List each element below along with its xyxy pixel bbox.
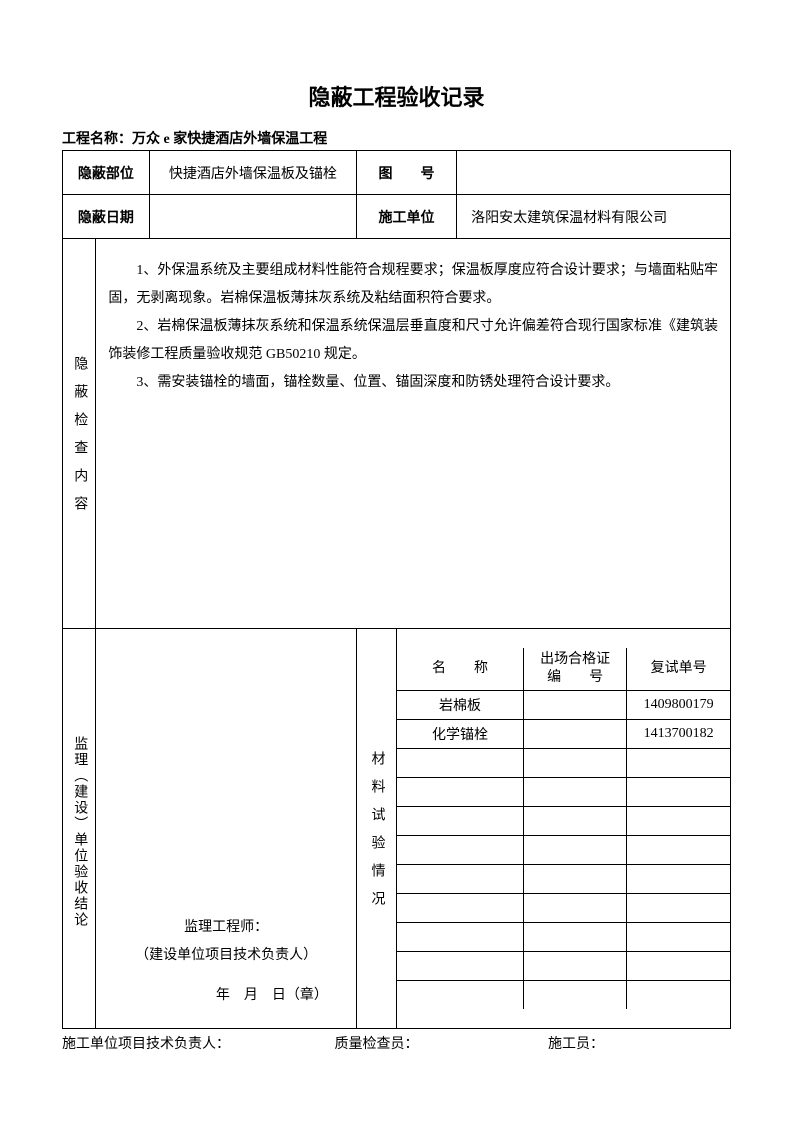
supervisor-line2: （建设单位项目技术负责人）	[96, 942, 356, 970]
material-cell	[627, 922, 730, 951]
row-hidden-part: 隐蔽部位 快捷酒店外墙保温板及锚栓 图 号	[63, 151, 731, 195]
material-vertical-header: 材料试验情况	[356, 629, 396, 1029]
material-cell	[524, 690, 627, 719]
material-cell	[627, 777, 730, 806]
footer-line: 施工单位项目技术负责人： 质量检查员： 施工员：	[62, 1033, 731, 1053]
material-cell	[524, 951, 627, 980]
project-name: 万众 e 家快捷酒店外墙保温工程	[132, 132, 327, 147]
material-cell: 化学锚栓	[397, 719, 524, 748]
value-hidden-date	[149, 195, 356, 239]
material-cell	[627, 951, 730, 980]
material-cell	[397, 922, 524, 951]
project-name-line: 工程名称：万众 e 家快捷酒店外墙保温工程	[62, 128, 731, 148]
material-cell	[397, 893, 524, 922]
material-cell	[397, 835, 524, 864]
footer-left: 施工单位项目技术负责人：	[62, 1033, 245, 1053]
material-cell	[524, 806, 627, 835]
content-vertical-header: 隐蔽检查内容	[63, 239, 96, 629]
material-cell: 岩棉板	[397, 690, 524, 719]
supervisor-vertical-header: 监理（建设）单位验收结论	[63, 629, 96, 1029]
label-drawing-no: 图 号	[356, 151, 456, 195]
content-para-2: 2、岩棉保温板薄抹灰系统和保温系统保温层垂直度和尺寸允许偏差符合现行国家标准《建…	[108, 313, 718, 369]
material-cell	[627, 864, 730, 893]
material-cell	[627, 980, 730, 1009]
material-cell	[397, 777, 524, 806]
material-cell: 1413700182	[627, 719, 730, 748]
material-cell	[397, 864, 524, 893]
material-cell	[627, 893, 730, 922]
material-cell	[524, 893, 627, 922]
page-title: 隐蔽工程验收记录	[62, 80, 731, 112]
material-table: 名 称出场合格证编 号复试单号岩棉板 1409800179 化学锚栓 14137001…	[397, 648, 730, 1009]
material-cell	[397, 980, 524, 1009]
row-hidden-date: 隐蔽日期 施工单位 洛阳安太建筑保温材料有限公司	[63, 195, 731, 239]
material-col-2: 复试单号	[627, 648, 730, 690]
material-cell	[524, 980, 627, 1009]
material-cell	[627, 806, 730, 835]
content-body: 1、外保温系统及主要组成材料性能符合规程要求；保温板厚度应符合设计要求；与墙面粘…	[96, 239, 731, 629]
project-label: 工程名称：	[62, 132, 132, 147]
content-para-1: 1、外保温系统及主要组成材料性能符合规程要求；保温板厚度应符合设计要求；与墙面粘…	[108, 257, 718, 313]
material-col-1: 出场合格证编 号	[524, 648, 627, 690]
content-para-3: 3、需安装锚栓的墙面，锚栓数量、位置、锚固深度和防锈处理符合设计要求。	[108, 369, 718, 397]
value-drawing-no	[457, 151, 731, 195]
material-col-0: 名 称	[397, 648, 524, 690]
material-cell	[397, 951, 524, 980]
material-cell	[397, 748, 524, 777]
material-cell	[524, 777, 627, 806]
value-hidden-part: 快捷酒店外墙保温板及锚栓	[149, 151, 356, 195]
material-cell	[397, 806, 524, 835]
row-content: 隐蔽检查内容 1、外保温系统及主要组成材料性能符合规程要求；保温板厚度应符合设计…	[63, 239, 731, 629]
material-cell	[627, 748, 730, 777]
value-construction-unit: 洛阳安太建筑保温材料有限公司	[457, 195, 731, 239]
main-table: 隐蔽部位 快捷酒店外墙保温板及锚栓 图 号 隐蔽日期 施工单位 洛阳安太建筑保温…	[62, 150, 731, 1029]
material-cell	[524, 922, 627, 951]
material-table-cell: 名 称出场合格证编 号复试单号岩棉板 1409800179 化学锚栓 14137001…	[396, 629, 730, 1029]
label-construction-unit: 施工单位	[356, 195, 456, 239]
material-cell	[524, 864, 627, 893]
material-cell	[524, 748, 627, 777]
supervisor-date: 年 月 日（章）	[96, 982, 356, 1010]
material-cell	[524, 719, 627, 748]
supervisor-line1: 监理工程师：	[96, 914, 356, 942]
footer-right: 施工员：	[468, 1033, 731, 1053]
row-lower: 监理（建设）单位验收结论 监理工程师： （建设单位项目技术负责人） 年 月 日（…	[63, 629, 731, 1029]
label-hidden-part: 隐蔽部位	[63, 151, 150, 195]
material-cell	[627, 835, 730, 864]
material-cell: 1409800179	[627, 690, 730, 719]
supervisor-body: 监理工程师： （建设单位项目技术负责人） 年 月 日（章）	[96, 629, 357, 1029]
label-hidden-date: 隐蔽日期	[63, 195, 150, 239]
footer-mid: 质量检查员：	[245, 1033, 468, 1053]
material-cell	[524, 835, 627, 864]
